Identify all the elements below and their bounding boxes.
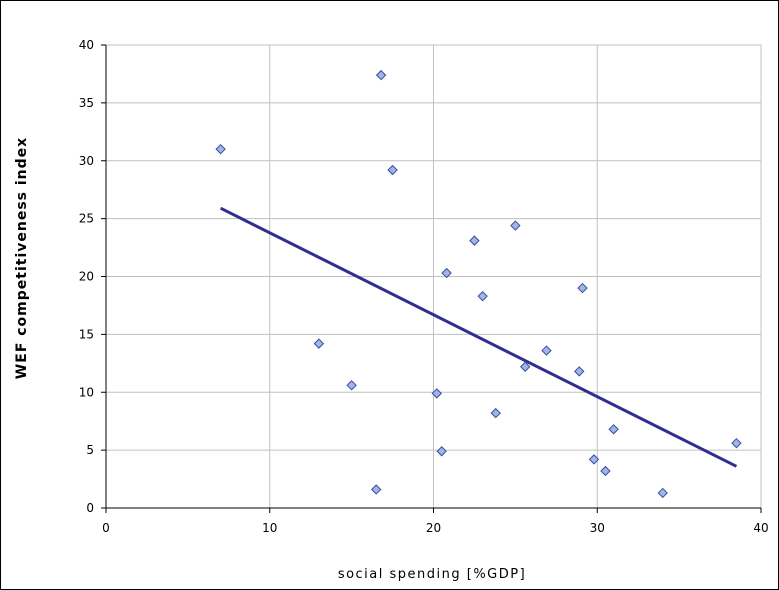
data-point bbox=[588, 454, 600, 465]
data-point bbox=[574, 366, 585, 377]
data-point bbox=[215, 143, 226, 155]
data-point bbox=[436, 446, 447, 457]
y-tick-label: 20 bbox=[79, 270, 94, 284]
y-tick-label: 25 bbox=[79, 212, 94, 226]
data-point bbox=[731, 437, 742, 449]
data-point bbox=[375, 69, 387, 81]
data-point bbox=[346, 380, 357, 391]
x-tick-label: 10 bbox=[262, 521, 277, 535]
data-point bbox=[477, 290, 488, 302]
data-point bbox=[313, 338, 325, 349]
y-axis-title: WEF competitiveness index bbox=[14, 137, 30, 379]
data-point bbox=[608, 424, 619, 435]
trendline-layer bbox=[219, 206, 738, 468]
x-tick-label: 20 bbox=[426, 521, 441, 535]
data-point bbox=[441, 267, 452, 279]
x-tick-label: 30 bbox=[590, 521, 605, 535]
y-tick-label: 35 bbox=[79, 96, 94, 110]
data-point bbox=[490, 407, 501, 419]
x-axis-ticks: 0 10 20 30 40 bbox=[102, 508, 769, 535]
trendline bbox=[219, 206, 738, 468]
data-point bbox=[387, 164, 398, 176]
y-axis-ticks: 0 5 10 15 20 25 30 35 40 bbox=[79, 38, 106, 515]
grid-lines bbox=[106, 44, 762, 508]
data-point bbox=[370, 484, 382, 495]
data-point bbox=[510, 220, 521, 231]
x-tick-label: 0 bbox=[102, 521, 110, 535]
y-tick-label: 5 bbox=[86, 443, 94, 457]
data-points bbox=[215, 69, 742, 499]
y-tick-label: 40 bbox=[79, 38, 94, 52]
data-point bbox=[600, 465, 611, 477]
y-tick-label: 15 bbox=[79, 327, 94, 341]
data-point bbox=[577, 282, 588, 294]
y-tick-label: 30 bbox=[79, 154, 94, 168]
data-point bbox=[657, 487, 668, 499]
data-point bbox=[519, 361, 531, 372]
y-tick-label: 10 bbox=[79, 385, 94, 399]
y-tick-label: 0 bbox=[86, 501, 94, 515]
data-point bbox=[431, 388, 442, 399]
x-axis-title: social spending [%GDP] bbox=[338, 567, 526, 582]
data-point bbox=[469, 235, 480, 246]
data-point bbox=[541, 345, 552, 356]
x-tick-label: 40 bbox=[753, 521, 768, 535]
